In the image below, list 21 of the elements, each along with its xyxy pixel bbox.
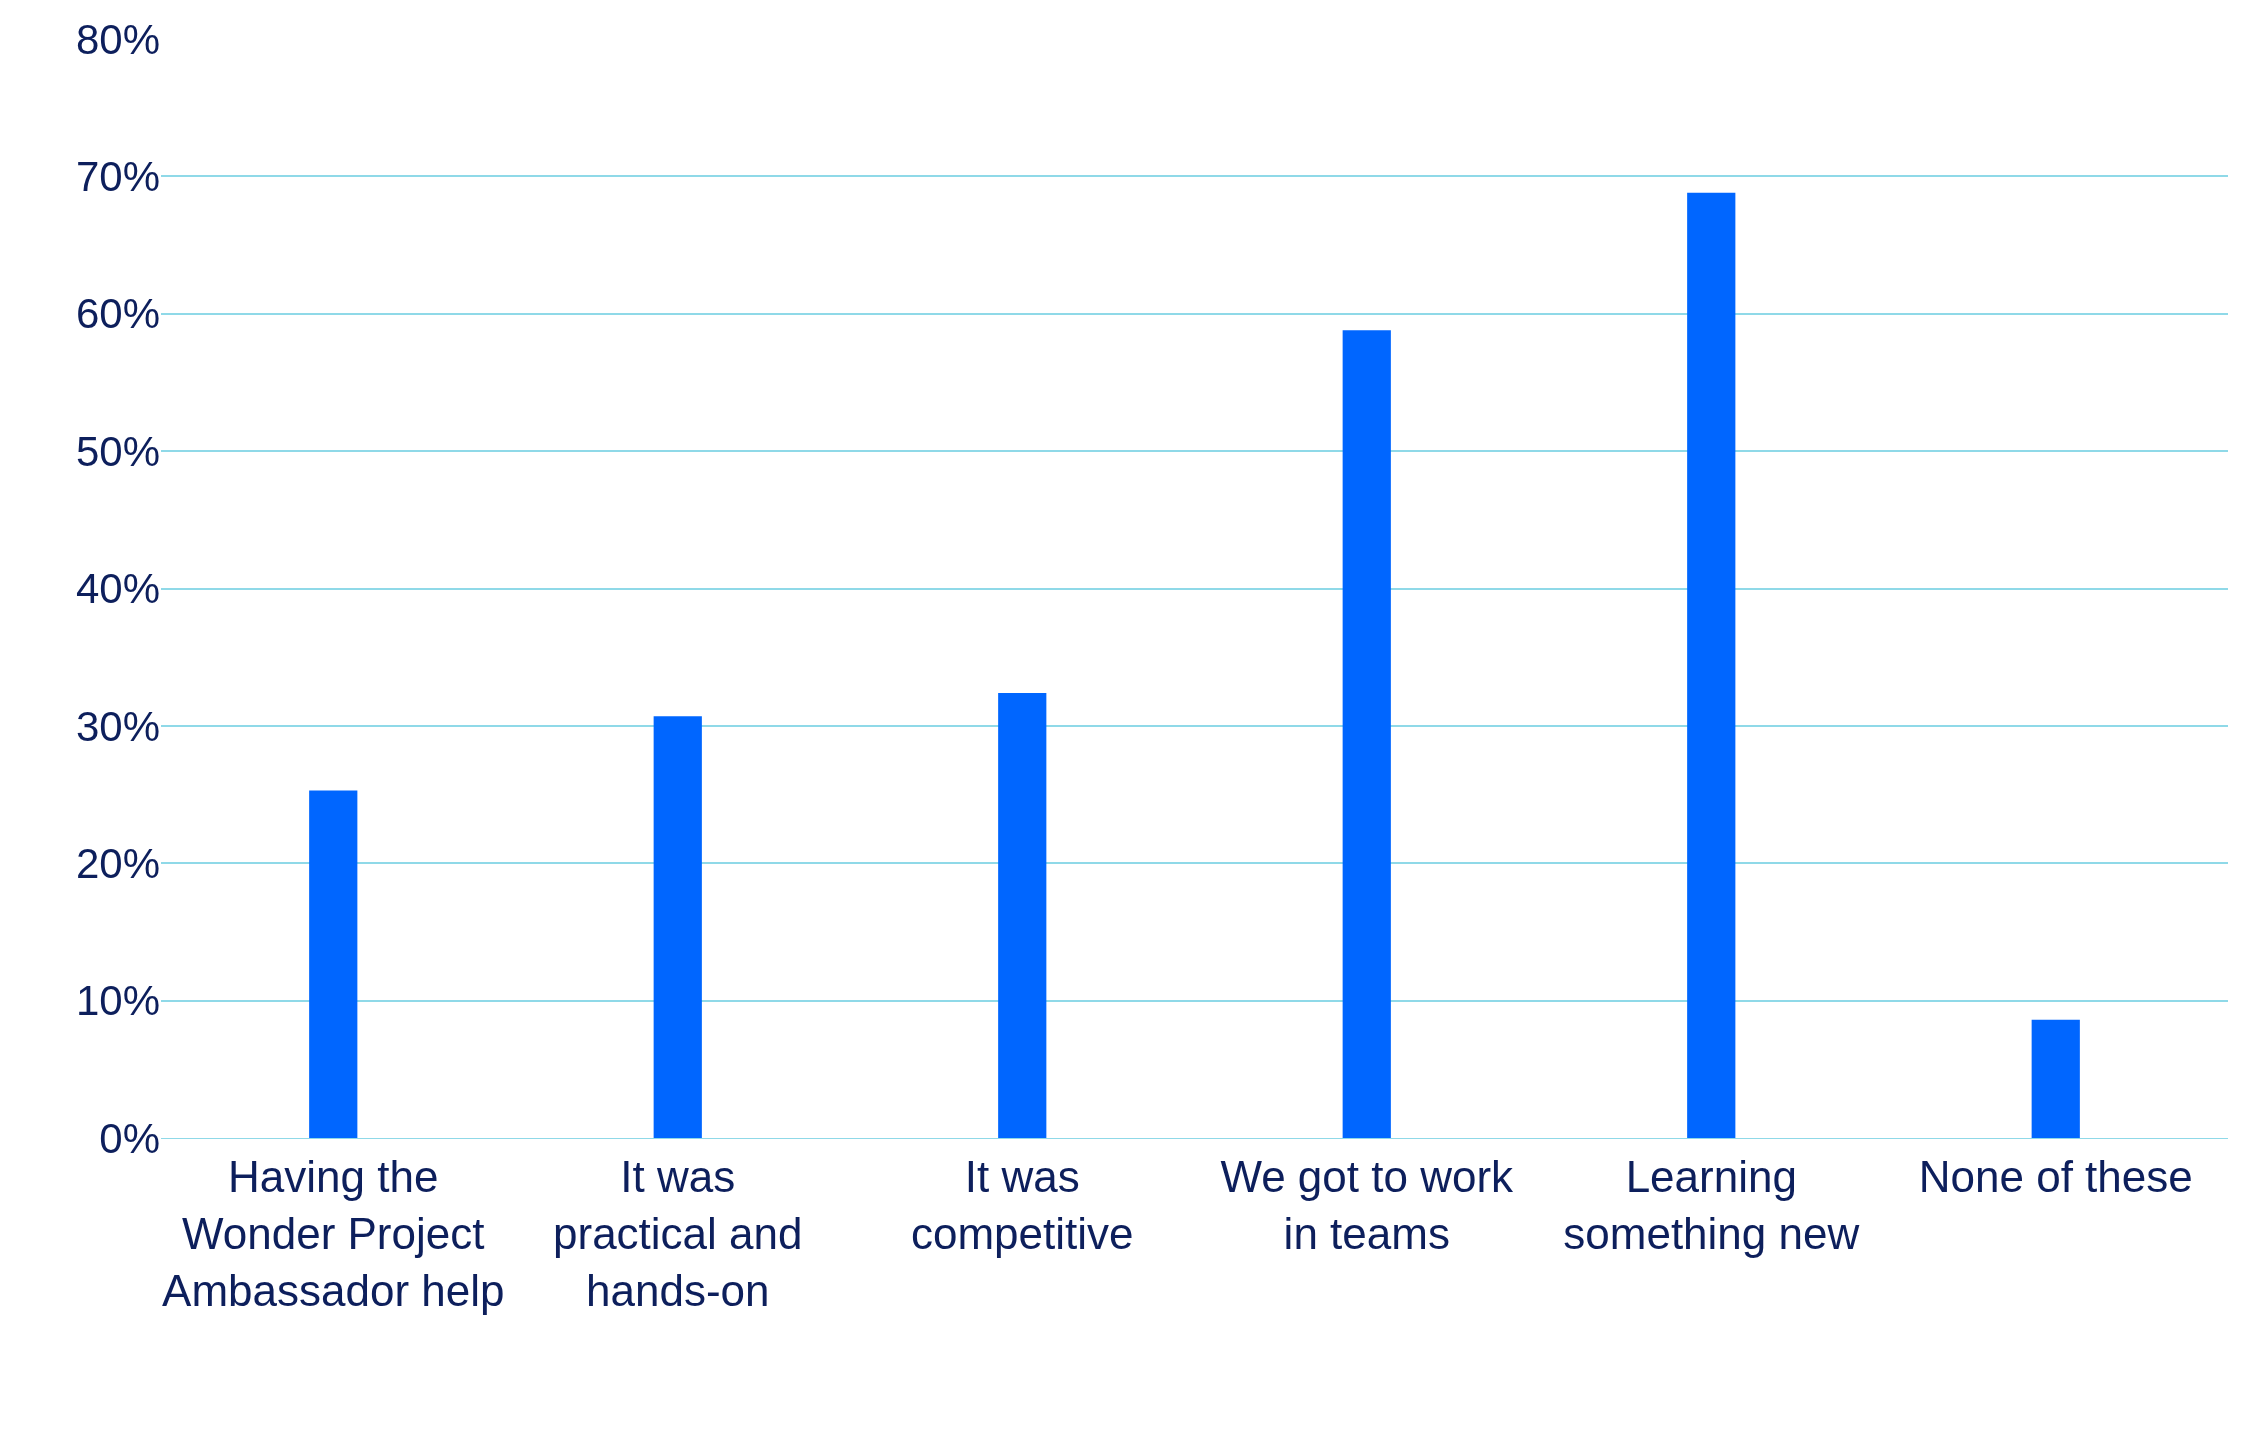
- x-tick-label: It was competitive: [910, 1151, 1134, 1258]
- x-tick-label: It was practical and hands-on: [553, 1151, 803, 1316]
- y-tick-label: 50%: [75, 427, 160, 475]
- y-tick-label: 20%: [75, 839, 160, 887]
- x-tick-label: Having the Wonder Project Ambassador help: [162, 1151, 505, 1316]
- y-tick-label: 80%: [75, 15, 160, 63]
- y-tick-label: 60%: [75, 290, 160, 338]
- y-tick-label: 0%: [99, 1114, 160, 1162]
- x-tick-label: We got to work in teams: [1220, 1151, 1515, 1258]
- x-tick-label: None of these: [1918, 1151, 2193, 1201]
- y-tick-label: 40%: [75, 565, 160, 613]
- y-tick-label: 70%: [75, 153, 160, 201]
- bar: [653, 716, 702, 1138]
- y-tick-label: 30%: [75, 702, 160, 750]
- bar: [2031, 1019, 2080, 1138]
- bar: [1687, 192, 1736, 1138]
- y-tick-label: 10%: [75, 977, 160, 1025]
- bar: [998, 692, 1047, 1138]
- x-tick-label: Learning something new: [1563, 1151, 1860, 1258]
- bar: [309, 790, 358, 1138]
- bar: [1342, 330, 1391, 1138]
